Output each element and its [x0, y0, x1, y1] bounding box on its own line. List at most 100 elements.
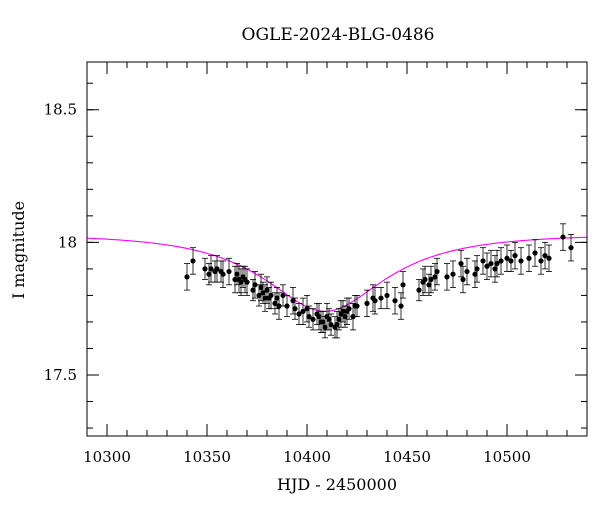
data-marker: [354, 303, 360, 309]
data-marker: [238, 279, 244, 285]
data-marker: [208, 266, 214, 272]
data-point: [568, 234, 574, 262]
data-point: [252, 271, 258, 299]
data-marker: [304, 306, 310, 312]
data-marker: [472, 271, 478, 277]
data-point: [498, 247, 504, 275]
data-point: [464, 257, 470, 286]
data-marker: [258, 284, 264, 291]
data-marker: [568, 245, 574, 251]
data-point: [322, 316, 328, 339]
data-marker: [426, 282, 432, 288]
data-point: [526, 244, 532, 272]
data-marker: [432, 274, 438, 280]
data-marker: [346, 306, 352, 312]
data-point: [508, 249, 514, 272]
data-marker: [214, 266, 220, 272]
data-marker: [512, 253, 518, 259]
data-marker: [206, 271, 212, 277]
data-point: [484, 252, 490, 280]
data-marker: [480, 258, 486, 264]
data-marker: [428, 276, 434, 283]
data-marker: [256, 292, 262, 299]
y-axis-title: I magnitude: [9, 201, 28, 299]
data-marker: [378, 295, 384, 301]
axes: 10300 10350 10400 10450 10500 17.5 18 18.5: [44, 61, 588, 466]
data-point: [472, 260, 478, 288]
data-marker: [416, 287, 422, 293]
data-point: [378, 287, 384, 310]
data-point: [494, 249, 500, 278]
data-marker: [322, 324, 328, 330]
data-point: [420, 268, 426, 296]
data-point: [392, 287, 398, 315]
data-point: [512, 241, 518, 270]
x-tick-label: 10300: [83, 448, 131, 466]
data-point: [398, 292, 404, 320]
data-point: [276, 292, 282, 320]
data-point: [542, 241, 548, 270]
data-marker: [326, 316, 332, 322]
data-point: [532, 239, 538, 267]
data-marker: [292, 306, 298, 312]
data-marker: [264, 287, 270, 293]
data-point: [184, 263, 190, 291]
data-point: [250, 279, 256, 302]
data-point: [292, 297, 298, 320]
data-marker: [190, 258, 196, 264]
data-point: [488, 249, 494, 278]
data-marker: [316, 314, 322, 320]
data-marker: [434, 268, 440, 275]
plot-frame: [86, 61, 588, 437]
data-marker: [560, 234, 566, 240]
data-point: [328, 313, 334, 336]
data-marker: [494, 260, 500, 267]
data-point: [560, 223, 566, 251]
data-point: [258, 273, 264, 302]
data-point: [272, 292, 278, 315]
data-marker: [268, 292, 274, 299]
data-marker: [290, 298, 296, 304]
data-marker: [504, 255, 510, 261]
data-marker: [542, 253, 548, 259]
data-marker: [234, 271, 240, 277]
data-marker: [444, 274, 450, 280]
data-marker: [340, 308, 346, 314]
data-marker: [488, 260, 494, 267]
data-point: [280, 284, 286, 307]
data-point: [214, 255, 220, 283]
chart-title: OGLE-2024-BLG-0486: [242, 25, 435, 45]
data-marker: [492, 266, 498, 272]
data-marker: [400, 282, 406, 288]
plot-area: [87, 223, 587, 339]
data-marker: [300, 308, 306, 314]
data-point: [310, 308, 316, 331]
data-point: [372, 287, 378, 315]
data-marker: [184, 274, 190, 280]
data-marker: [498, 258, 504, 264]
data-marker: [260, 290, 266, 296]
data-marker: [296, 311, 302, 317]
data-point: [400, 271, 406, 299]
data-point: [284, 295, 290, 318]
x-tick-label: 10400: [283, 448, 331, 466]
data-point: [492, 255, 498, 283]
x-tick-label: 10500: [483, 448, 531, 466]
data-point: [416, 279, 422, 302]
data-marker: [232, 276, 238, 283]
data-point: [538, 247, 544, 275]
data-point: [244, 268, 250, 296]
data-point: [232, 265, 238, 294]
data-marker: [284, 303, 290, 309]
data-point: [444, 263, 450, 291]
data-point: [364, 289, 370, 318]
data-marker: [538, 258, 544, 264]
data-marker: [334, 321, 340, 328]
data-point: [546, 244, 552, 272]
data-point: [190, 247, 196, 275]
data-marker: [460, 276, 466, 283]
data-point: [428, 265, 434, 294]
data-point: [206, 263, 212, 286]
data-marker: [336, 316, 342, 322]
